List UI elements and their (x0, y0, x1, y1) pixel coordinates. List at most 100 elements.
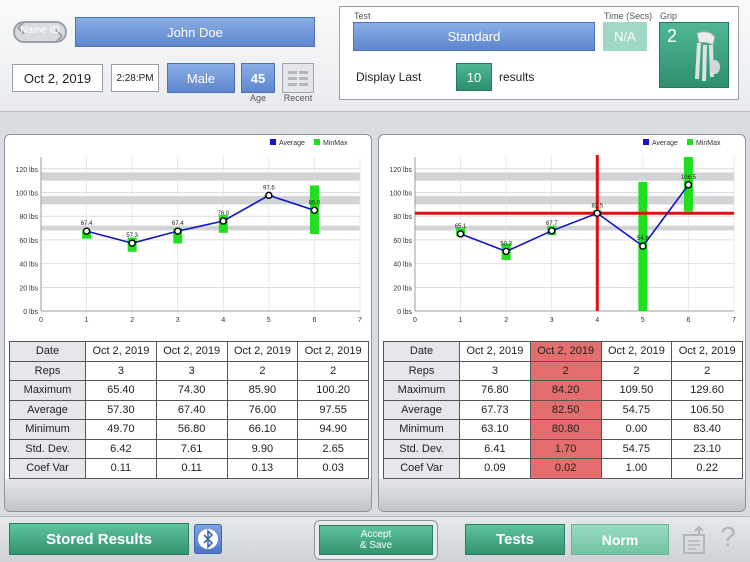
table-row: Reps 3 2 2 2 (383, 360, 743, 381)
table-cell: 97.55 (297, 399, 369, 420)
y-tick-label: 80 lbs (19, 214, 38, 221)
table-cell: 2 (226, 360, 299, 381)
table-cell: 80.80 (529, 419, 602, 440)
date-field[interactable]: Oct 2, 2019 (12, 64, 103, 92)
column-date-cell[interactable]: Oct 2, 2019 (459, 341, 531, 362)
save-label: & Save (359, 540, 393, 551)
y-tick-label: 40 lbs (393, 262, 412, 269)
help-button[interactable]: ? (720, 521, 736, 552)
row-label: Average (383, 399, 460, 420)
tests-button[interactable]: Tests (465, 524, 565, 555)
row-label: Date (9, 341, 86, 362)
table-row: Std. Dev. 6.42 7.61 9.90 2.65 (9, 438, 369, 459)
table-cell: 2.65 (297, 438, 369, 459)
y-tick-label: 100 lbs (389, 191, 412, 198)
table-cell: 54.75 (600, 438, 673, 459)
average-point (265, 191, 273, 200)
x-tick-label: 2 (130, 317, 134, 324)
column-date-cell[interactable]: Oct 2, 2019 (226, 341, 299, 362)
table-cell: 67.73 (459, 399, 531, 420)
row-label: Minimum (383, 419, 460, 440)
reference-band (415, 196, 734, 205)
age-field[interactable]: 45 (241, 63, 275, 93)
table-row: Minimum 63.10 80.80 0.00 83.40 (383, 419, 743, 440)
legend-minmax-label: MinMax (696, 140, 721, 147)
left-results-table: Date Oct 2, 2019 Oct 2, 2019 Oct 2, 2019 Oct… (9, 341, 369, 479)
dynamometer-icon (695, 31, 720, 82)
grip-label: Grip (660, 11, 678, 21)
time-field[interactable]: 2:28:PM (111, 64, 159, 92)
row-label: Maximum (383, 380, 460, 401)
average-point (310, 206, 319, 215)
table-cell: 57.30 (85, 399, 157, 420)
x-tick-label: 5 (267, 317, 271, 324)
table-row: Maximum 65.40 74.30 85.90 100.20 (9, 380, 369, 401)
row-label: Coef Var (383, 458, 460, 479)
table-cell: 66.10 (226, 419, 299, 440)
footer-toolbar: Stored Results Accept & Save Tests Norm … (0, 516, 750, 562)
average-point (639, 242, 647, 250)
column-date-cell[interactable]: Oct 2, 2019 (85, 341, 157, 362)
accept-save-frame: Accept & Save (314, 520, 438, 560)
row-label: Maximum (9, 380, 86, 401)
y-tick-label: 0 lbs (397, 309, 412, 316)
table-cell: 2 (671, 360, 743, 381)
table-cell: 0.22 (671, 458, 743, 479)
norm-button[interactable]: Norm (571, 524, 669, 555)
right-results-panel: 0 lbs 20 lbs 40 lbs 60 lbs 80 lbs 100 lbs 120 … (378, 134, 746, 512)
list-icon (288, 71, 308, 86)
row-label: Minimum (9, 419, 86, 440)
row-label: Reps (383, 360, 460, 381)
column-date-cell[interactable]: Oct 2, 2019 (155, 341, 228, 362)
reference-band (41, 196, 360, 205)
name-id-button[interactable]: Name ID (12, 19, 68, 45)
table-cell: 106.50 (671, 399, 743, 420)
row-label: Std. Dev. (9, 438, 86, 459)
table-cell: 6.41 (459, 438, 531, 459)
stored-results-button[interactable]: Stored Results (9, 523, 189, 555)
x-tick-label: 7 (358, 317, 362, 324)
table-cell: 1.70 (529, 438, 602, 459)
x-tick-label: 3 (550, 317, 554, 324)
user-name-field[interactable]: John Doe (75, 17, 315, 47)
table-row: Minimum 49.70 56.80 66.10 94.90 (9, 419, 369, 440)
time-secs-field[interactable]: N/A (603, 22, 647, 51)
y-tick-label: 80 lbs (393, 214, 412, 221)
column-date-cell[interactable]: Oct 2, 2019 (600, 341, 673, 362)
recent-button[interactable] (282, 63, 314, 93)
reference-band (41, 172, 360, 181)
table-cell: 6.42 (85, 438, 157, 459)
average-line (86, 194, 315, 244)
table-cell: 100.20 (297, 380, 369, 401)
table-cell: 1.00 (600, 458, 673, 479)
grip-selector[interactable]: 2 (659, 22, 729, 88)
x-tick-label: 1 (459, 317, 463, 324)
accept-save-button[interactable]: Accept & Save (319, 525, 433, 555)
table-cell: 82.50 (529, 399, 602, 420)
row-label: Average (9, 399, 86, 420)
point-label: 50.3 (500, 241, 512, 247)
accept-label: Accept (360, 529, 392, 540)
table-cell: 9.90 (226, 438, 299, 459)
display-last-label: Display Last (356, 70, 422, 84)
bluetooth-button[interactable] (194, 524, 222, 554)
point-label: 67.4 (81, 221, 93, 227)
y-tick-label: 40 lbs (19, 262, 38, 269)
reference-band (415, 172, 734, 181)
legend-minmax-label: MinMax (323, 140, 348, 147)
x-tick-label: 4 (595, 317, 599, 324)
left-panel-footer (5, 479, 371, 511)
y-tick-label: 60 lbs (393, 238, 412, 245)
display-last-field[interactable]: 10 (456, 63, 492, 91)
column-date-cell[interactable]: Oct 2, 2019 (671, 341, 743, 362)
gender-button[interactable]: Male (167, 63, 235, 93)
export-button[interactable] (681, 525, 709, 555)
column-date-cell[interactable]: Oct 2, 2019 (297, 341, 369, 362)
share-document-icon (683, 525, 705, 554)
header: Name ID John Doe Oct 2, 2019 2:28:PM Mal… (0, 0, 750, 112)
column-date-cell[interactable]: Oct 2, 2019 (529, 341, 602, 362)
test-selector[interactable]: Standard (353, 22, 595, 51)
table-row: Average 57.30 67.40 76.00 97.55 (9, 399, 369, 420)
legend-minmax-swatch (314, 139, 320, 145)
x-tick-label: 2 (504, 317, 508, 324)
